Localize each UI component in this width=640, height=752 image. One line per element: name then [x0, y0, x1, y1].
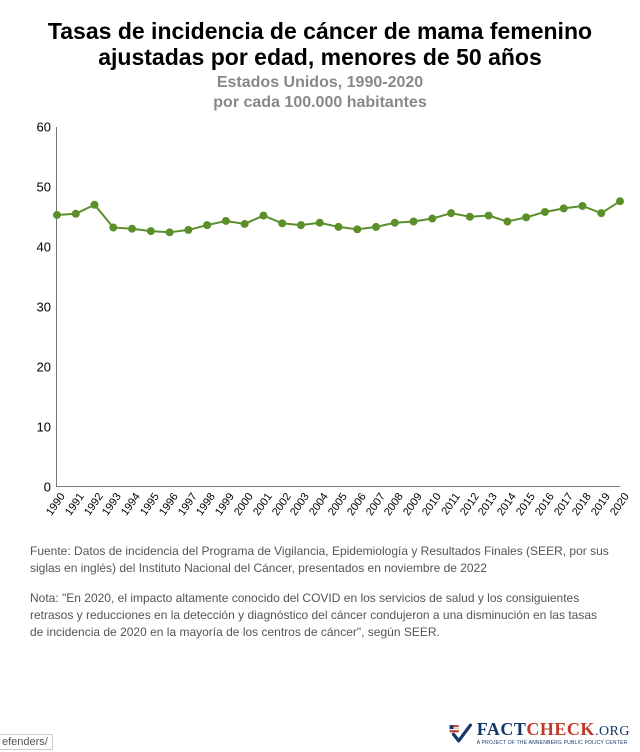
chart-title: Tasas de incidencia de cáncer de mama fe…: [20, 18, 620, 71]
x-tick: 2011: [439, 491, 462, 517]
y-tick: 30: [27, 299, 51, 314]
x-tick: 2013: [476, 491, 500, 518]
x-tick: 2016: [533, 491, 557, 518]
x-tick: 2015: [514, 491, 538, 518]
y-tick: 10: [27, 419, 51, 434]
factcheck-logo: FACTCHECK.ORG A PROJECT OF THE ANNENBERG…: [447, 719, 630, 746]
plot-region: 0102030405060: [56, 127, 620, 487]
subtitle-line-1: Estados Unidos, 1990-2020: [217, 74, 423, 91]
url-fragment: efenders/: [0, 734, 53, 750]
x-tick: 2009: [401, 491, 425, 518]
line-series: [57, 127, 620, 486]
x-tick: 2007: [364, 491, 388, 518]
x-tick: 1999: [213, 491, 237, 518]
y-tick: 50: [27, 179, 51, 194]
x-tick: 2000: [232, 491, 256, 518]
x-tick: 1996: [157, 491, 181, 518]
logo-tagline: A PROJECT OF THE ANNENBERG PUBLIC POLICY…: [477, 740, 630, 746]
x-tick: 2006: [345, 491, 369, 518]
x-tick: 2008: [382, 491, 406, 518]
x-tick: 2018: [570, 491, 594, 518]
y-tick: 20: [27, 359, 51, 374]
x-tick: 2014: [495, 491, 519, 518]
x-tick: 2020: [608, 491, 632, 518]
logo-text: FACTCHECK.ORG: [477, 719, 630, 740]
x-tick: 1990: [44, 491, 68, 518]
chart-area: 0102030405060 19901991199219931994199519…: [30, 127, 620, 535]
x-tick: 2001: [251, 491, 275, 518]
y-tick: 0: [27, 479, 51, 494]
y-tick: 60: [27, 119, 51, 134]
x-tick: 2010: [420, 491, 444, 518]
x-tick: 2012: [458, 491, 482, 518]
x-tick: 2019: [589, 491, 613, 518]
x-tick: 1995: [138, 491, 162, 518]
source-text: Fuente: Datos de incidencia del Programa…: [30, 543, 610, 578]
x-tick: 1991: [63, 491, 87, 518]
note-text: Nota: "En 2020, el impacto altamente con…: [30, 590, 610, 642]
flag-check-icon: [447, 720, 473, 746]
x-axis-ticks: 1990199119921993199419951996199719981999…: [56, 487, 620, 535]
x-tick: 2005: [326, 491, 350, 518]
x-tick: 1997: [176, 491, 200, 518]
x-tick: 2003: [288, 491, 312, 518]
x-tick: 1993: [100, 491, 124, 518]
x-tick: 1992: [82, 491, 106, 518]
x-tick: 1994: [119, 491, 143, 518]
subtitle-line-2: por cada 100.000 habitantes: [213, 94, 426, 111]
chart-subtitle: Estados Unidos, 1990-2020 por cada 100.0…: [20, 73, 620, 113]
x-tick: 2004: [307, 491, 331, 518]
chart-notes: Fuente: Datos de incidencia del Programa…: [30, 543, 610, 642]
x-tick: 2017: [552, 491, 576, 518]
x-tick: 2002: [270, 491, 294, 518]
x-tick: 1998: [194, 491, 218, 518]
y-tick: 40: [27, 239, 51, 254]
